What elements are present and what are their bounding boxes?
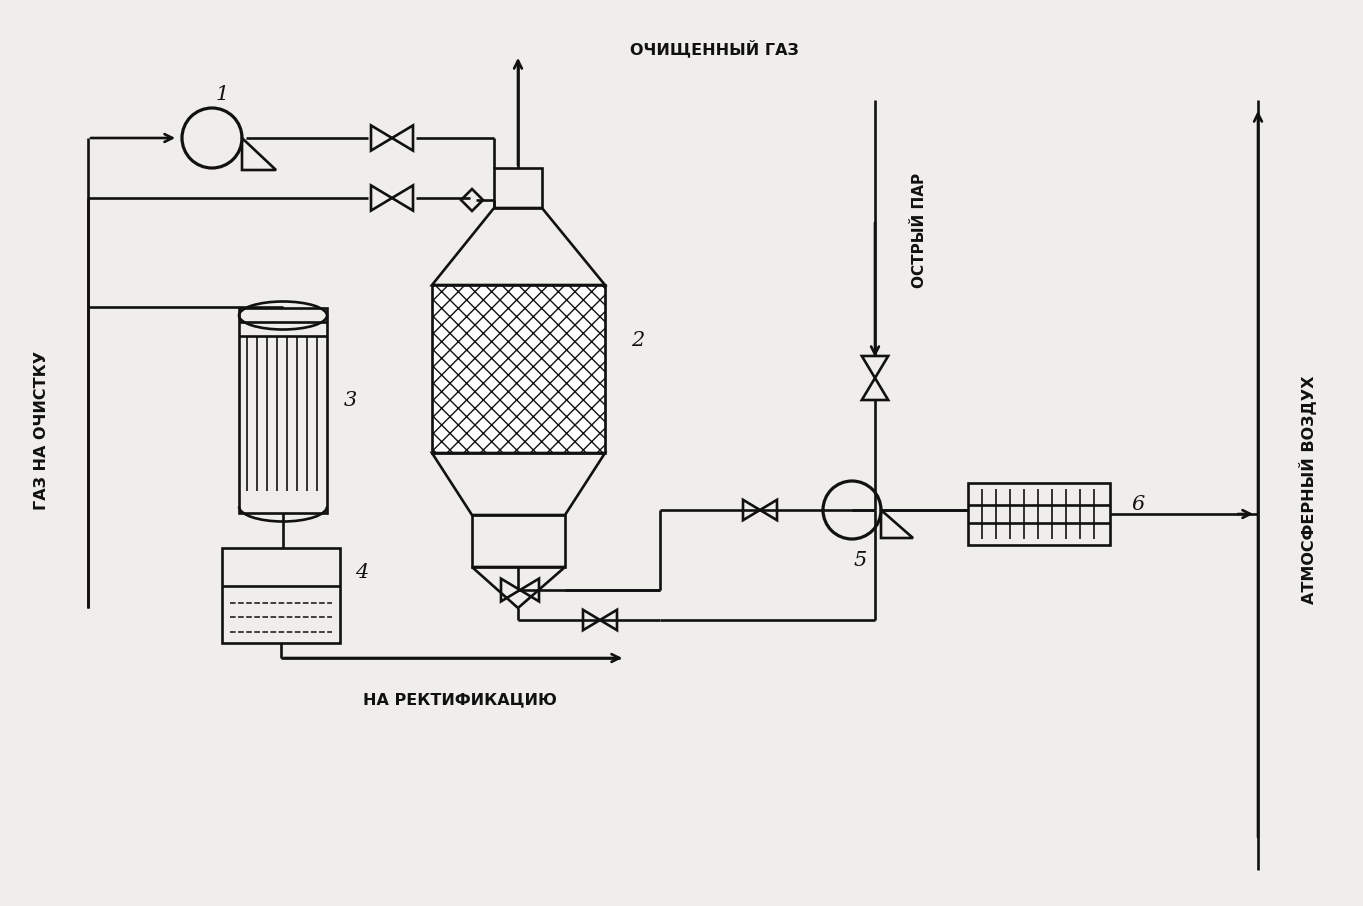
Text: 6: 6 [1131,495,1145,514]
Text: 5: 5 [853,551,867,570]
Bar [968,483,1109,545]
Text: АТМОСФЕРНЫЙ ВОЗДУХ: АТМОСФЕРНЫЙ ВОЗДУХ [1299,376,1317,604]
Bar [239,307,327,513]
Text: ОЧИЩЕННЫЙ ГАЗ: ОЧИЩЕННЫЙ ГАЗ [630,39,799,57]
Bar [432,285,605,453]
Bar [472,515,566,567]
Text: ОСТРЫЙ ПАР: ОСТРЫЙ ПАР [912,172,927,287]
Bar [432,285,605,453]
Text: 4: 4 [356,563,368,582]
Text: 2: 2 [631,331,645,350]
Text: ГАЗ НА ОЧИСТКУ: ГАЗ НА ОЧИСТКУ [34,351,49,509]
Text: 1: 1 [215,84,229,103]
Text: 3: 3 [343,390,357,410]
Text: НА РЕКТИФИКАЦИЮ: НА РЕКТИФИКАЦИЮ [363,692,557,708]
Bar [493,168,542,208]
Bar [222,548,339,643]
